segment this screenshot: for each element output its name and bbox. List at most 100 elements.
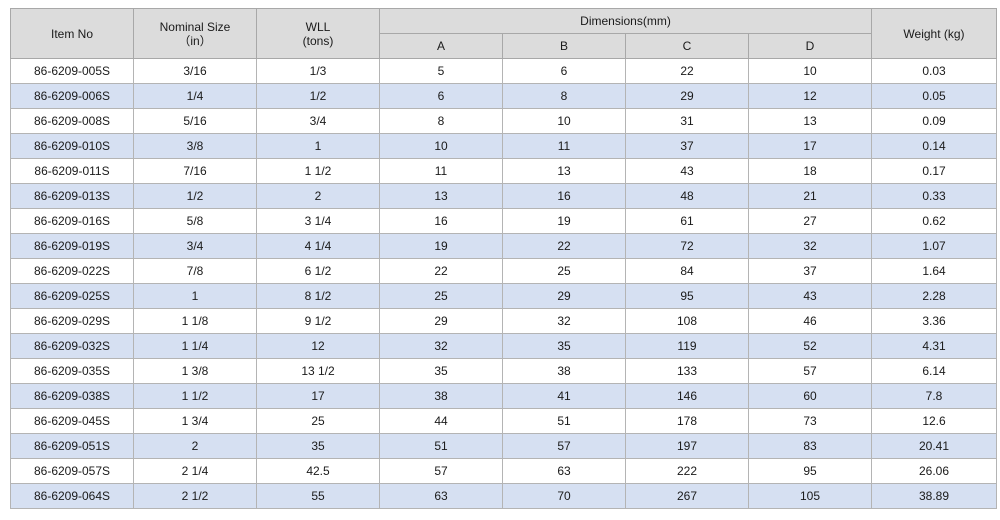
cell-nominal-size: 1 1/8 [133, 308, 257, 334]
cell-dim-b-value: 38 [557, 364, 571, 378]
cell-dim-c: 61 [625, 208, 749, 234]
header-dim-b: B [502, 33, 626, 59]
cell-item-no-value: 86-6209-064S [33, 489, 111, 503]
cell-dim-b-value: 6 [560, 64, 568, 78]
cell-dim-a-value: 22 [434, 264, 448, 278]
cell-wll: 9 1/2 [256, 308, 380, 334]
cell-nominal-size-value: 1 1/4 [181, 339, 209, 353]
cell-weight-value: 0.17 [922, 164, 946, 178]
cell-dim-d-value: 57 [803, 364, 817, 378]
cell-weight: 1.64 [871, 258, 997, 284]
cell-dim-b-value: 51 [557, 414, 571, 428]
cell-weight-value: 0.03 [922, 64, 946, 78]
cell-item-no: 86-6209-016S [10, 208, 134, 234]
cell-dim-a-value: 32 [434, 339, 448, 353]
cell-dim-c: 22 [625, 58, 749, 84]
cell-dim-c-value: 267 [676, 489, 698, 503]
cell-dim-c: 48 [625, 183, 749, 209]
cell-dim-c-value: 29 [680, 89, 694, 103]
cell-weight-value: 3.36 [922, 314, 946, 328]
header-dim-d: D [748, 33, 872, 59]
cell-wll: 42.5 [256, 458, 380, 484]
cell-nominal-size-value: 1/4 [186, 89, 204, 103]
cell-dim-d: 105 [748, 483, 872, 509]
cell-dim-c-value: 37 [680, 139, 694, 153]
header-nominal-size: Nominal Size （in） [133, 8, 257, 59]
cell-wll-value: 12 [311, 339, 325, 353]
cell-nominal-size: 7/8 [133, 258, 257, 284]
cell-nominal-size: 3/16 [133, 58, 257, 84]
cell-dim-a-value: 44 [434, 414, 448, 428]
cell-dim-b-value: 57 [557, 439, 571, 453]
cell-wll: 1/2 [256, 83, 380, 109]
cell-nominal-size: 1 1/2 [133, 383, 257, 409]
cell-dim-a-value: 16 [434, 214, 448, 228]
cell-weight-value: 1.64 [922, 264, 946, 278]
cell-dim-d-value: 32 [803, 239, 817, 253]
cell-dim-b-value: 29 [557, 289, 571, 303]
cell-dim-a: 35 [379, 358, 503, 384]
table-row: 86-6209-032S 1 1/4 12 32 35 119 52 4.31 [10, 333, 997, 359]
cell-item-no-value: 86-6209-057S [33, 464, 111, 478]
cell-wll-value: 9 1/2 [304, 314, 332, 328]
cell-dim-c-value: 119 [677, 339, 697, 353]
cell-dim-d: 46 [748, 308, 872, 334]
cell-item-no: 86-6209-013S [10, 183, 134, 209]
cell-dim-a: 10 [379, 133, 503, 159]
cell-wll-value: 8 1/2 [304, 289, 332, 303]
cell-dim-a: 25 [379, 283, 503, 309]
cell-item-no-value: 86-6209-032S [33, 339, 111, 353]
cell-dim-c: 119 [625, 333, 749, 359]
cell-dim-a: 51 [379, 433, 503, 459]
cell-item-no: 86-6209-006S [10, 83, 134, 109]
cell-dim-a: 5 [379, 58, 503, 84]
table-row: 86-6209-045S 1 3/4 25 44 51 178 73 12.6 [10, 408, 997, 434]
cell-item-no-value: 86-6209-019S [33, 239, 111, 253]
cell-dim-a: 16 [379, 208, 503, 234]
cell-dim-d-value: 21 [803, 189, 817, 203]
cell-weight-value: 12.6 [922, 414, 946, 428]
cell-weight-value: 0.14 [922, 139, 946, 153]
cell-dim-d-value: 13 [803, 114, 817, 128]
cell-dim-b-value: 22 [557, 239, 571, 253]
cell-wll: 2 [256, 183, 380, 209]
cell-dim-a-value: 19 [434, 239, 448, 253]
cell-dim-c: 37 [625, 133, 749, 159]
cell-dim-c-value: 146 [676, 389, 698, 403]
table-row: 86-6209-016S 5/8 3 1/4 16 19 61 27 0.62 [10, 208, 997, 234]
cell-dim-d: 17 [748, 133, 872, 159]
cell-dim-c-value: 178 [676, 414, 698, 428]
cell-weight: 0.62 [871, 208, 997, 234]
cell-wll-value: 4 1/4 [304, 239, 332, 253]
cell-dim-b: 70 [502, 483, 626, 509]
cell-dim-c: 222 [625, 458, 749, 484]
cell-dim-b: 6 [502, 58, 626, 84]
cell-dim-d: 73 [748, 408, 872, 434]
cell-wll: 12 [256, 333, 380, 359]
header-wll-line1: WLL [305, 19, 331, 34]
table-row: 86-6209-029S 1 1/8 9 1/2 29 32 108 46 3.36 [10, 308, 997, 334]
cell-dim-a: 32 [379, 333, 503, 359]
cell-dim-a: 63 [379, 483, 503, 509]
cell-dim-a: 6 [379, 83, 503, 109]
cell-item-no-value: 86-6209-005S [33, 64, 111, 78]
cell-dim-b: 41 [502, 383, 626, 409]
cell-dim-a: 57 [379, 458, 503, 484]
cell-nominal-size-value: 3/8 [186, 139, 204, 153]
cell-dim-d-value: 12 [803, 89, 817, 103]
cell-dim-b: 29 [502, 283, 626, 309]
cell-dim-a: 11 [379, 158, 503, 184]
cell-wll-value: 1 1/2 [304, 164, 332, 178]
cell-dim-c: 108 [625, 308, 749, 334]
cell-dim-b: 22 [502, 233, 626, 259]
cell-dim-a: 8 [379, 108, 503, 134]
cell-weight-value: 38.89 [918, 489, 950, 503]
cell-item-no-value: 86-6209-051S [33, 439, 111, 453]
cell-dim-d: 18 [748, 158, 872, 184]
cell-dim-b-value: 11 [557, 139, 571, 153]
cell-wll: 17 [256, 383, 380, 409]
cell-dim-a: 13 [379, 183, 503, 209]
cell-weight: 4.31 [871, 333, 997, 359]
cell-item-no-value: 86-6209-006S [33, 89, 111, 103]
cell-dim-d-value: 46 [803, 314, 817, 328]
